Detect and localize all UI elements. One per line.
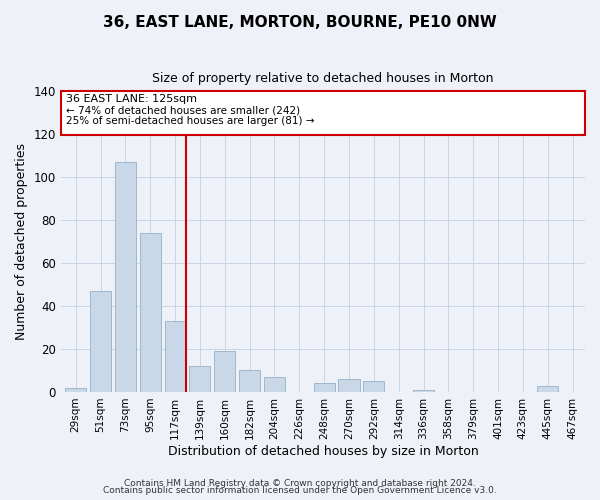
Bar	[90, 291, 111, 392]
Bar	[239, 370, 260, 392]
Bar	[140, 233, 161, 392]
Text: Contains public sector information licensed under the Open Government Licence v3: Contains public sector information licen…	[103, 486, 497, 495]
Text: ← 74% of detached houses are smaller (242): ← 74% of detached houses are smaller (24…	[66, 105, 300, 115]
Y-axis label: Number of detached properties: Number of detached properties	[15, 143, 28, 340]
Text: 36, EAST LANE, MORTON, BOURNE, PE10 0NW: 36, EAST LANE, MORTON, BOURNE, PE10 0NW	[103, 15, 497, 30]
Text: 25% of semi-detached houses are larger (81) →: 25% of semi-detached houses are larger (…	[66, 116, 314, 126]
Bar	[65, 388, 86, 392]
Bar	[413, 390, 434, 392]
Bar	[164, 321, 185, 392]
Bar	[214, 351, 235, 392]
Bar	[115, 162, 136, 392]
Bar	[537, 386, 558, 392]
Text: 36 EAST LANE: 125sqm: 36 EAST LANE: 125sqm	[66, 94, 197, 104]
Bar	[338, 379, 359, 392]
Bar	[190, 366, 211, 392]
FancyBboxPatch shape	[61, 91, 585, 135]
Bar	[264, 377, 285, 392]
X-axis label: Distribution of detached houses by size in Morton: Distribution of detached houses by size …	[167, 444, 478, 458]
Bar	[363, 381, 385, 392]
Title: Size of property relative to detached houses in Morton: Size of property relative to detached ho…	[152, 72, 494, 86]
Bar	[314, 384, 335, 392]
Text: Contains HM Land Registry data © Crown copyright and database right 2024.: Contains HM Land Registry data © Crown c…	[124, 478, 476, 488]
